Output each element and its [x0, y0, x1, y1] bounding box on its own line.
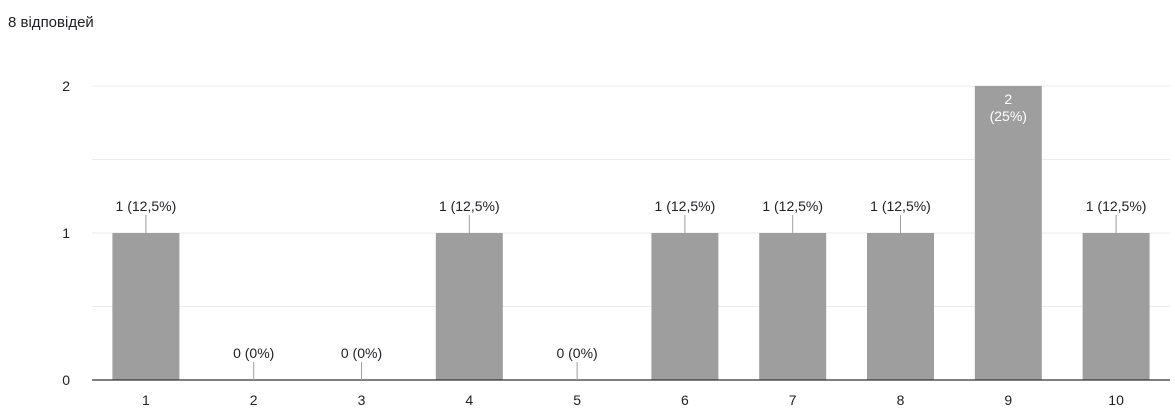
- y-tick-label: 1: [62, 225, 70, 241]
- x-tick-label: 2: [250, 392, 258, 408]
- x-tick-label: 7: [789, 392, 797, 408]
- response-count: 8 відповідей: [8, 14, 94, 31]
- data-label: 0 (0%): [233, 345, 274, 361]
- x-tick-label: 8: [897, 392, 905, 408]
- data-label: 1 (12,5%): [1086, 198, 1147, 214]
- x-tick-label: 4: [465, 392, 473, 408]
- bar: [1082, 233, 1150, 380]
- bar: [867, 233, 934, 380]
- x-tick-label: 10: [1108, 392, 1124, 408]
- x-tick-label: 6: [681, 392, 689, 408]
- data-label: 1 (12,5%): [762, 198, 823, 214]
- data-label: 2 (25%): [990, 91, 1027, 124]
- data-label: 0 (0%): [341, 345, 382, 361]
- axis-layer: 0 1 2 1 2 3 4 5 6 7 8 9 10: [62, 78, 1170, 408]
- bar-layer: [112, 86, 1150, 380]
- data-label: 0 (0%): [556, 345, 597, 361]
- data-label: 1 (12,5%): [870, 198, 931, 214]
- data-label: 1 (12,5%): [655, 198, 716, 214]
- y-tick-label: 2: [62, 78, 70, 94]
- label-layer: 1 (12,5%) 0 (0%) 0 (0%) 1 (12,5%) 0 (0%) 1 (1…: [116, 91, 1147, 380]
- y-tick-label: 0: [62, 372, 70, 388]
- bar: [435, 233, 503, 380]
- bar: [759, 233, 827, 380]
- bar: [974, 86, 1042, 380]
- x-tick-label: 1: [142, 392, 150, 408]
- x-tick-label: 3: [358, 392, 366, 408]
- data-label: 1 (12,5%): [439, 198, 500, 214]
- bar: [112, 233, 180, 380]
- data-label: 1 (12,5%): [116, 198, 177, 214]
- x-tick-label: 9: [1004, 392, 1012, 408]
- bar: [651, 233, 719, 380]
- x-tick-label: 5: [573, 392, 581, 408]
